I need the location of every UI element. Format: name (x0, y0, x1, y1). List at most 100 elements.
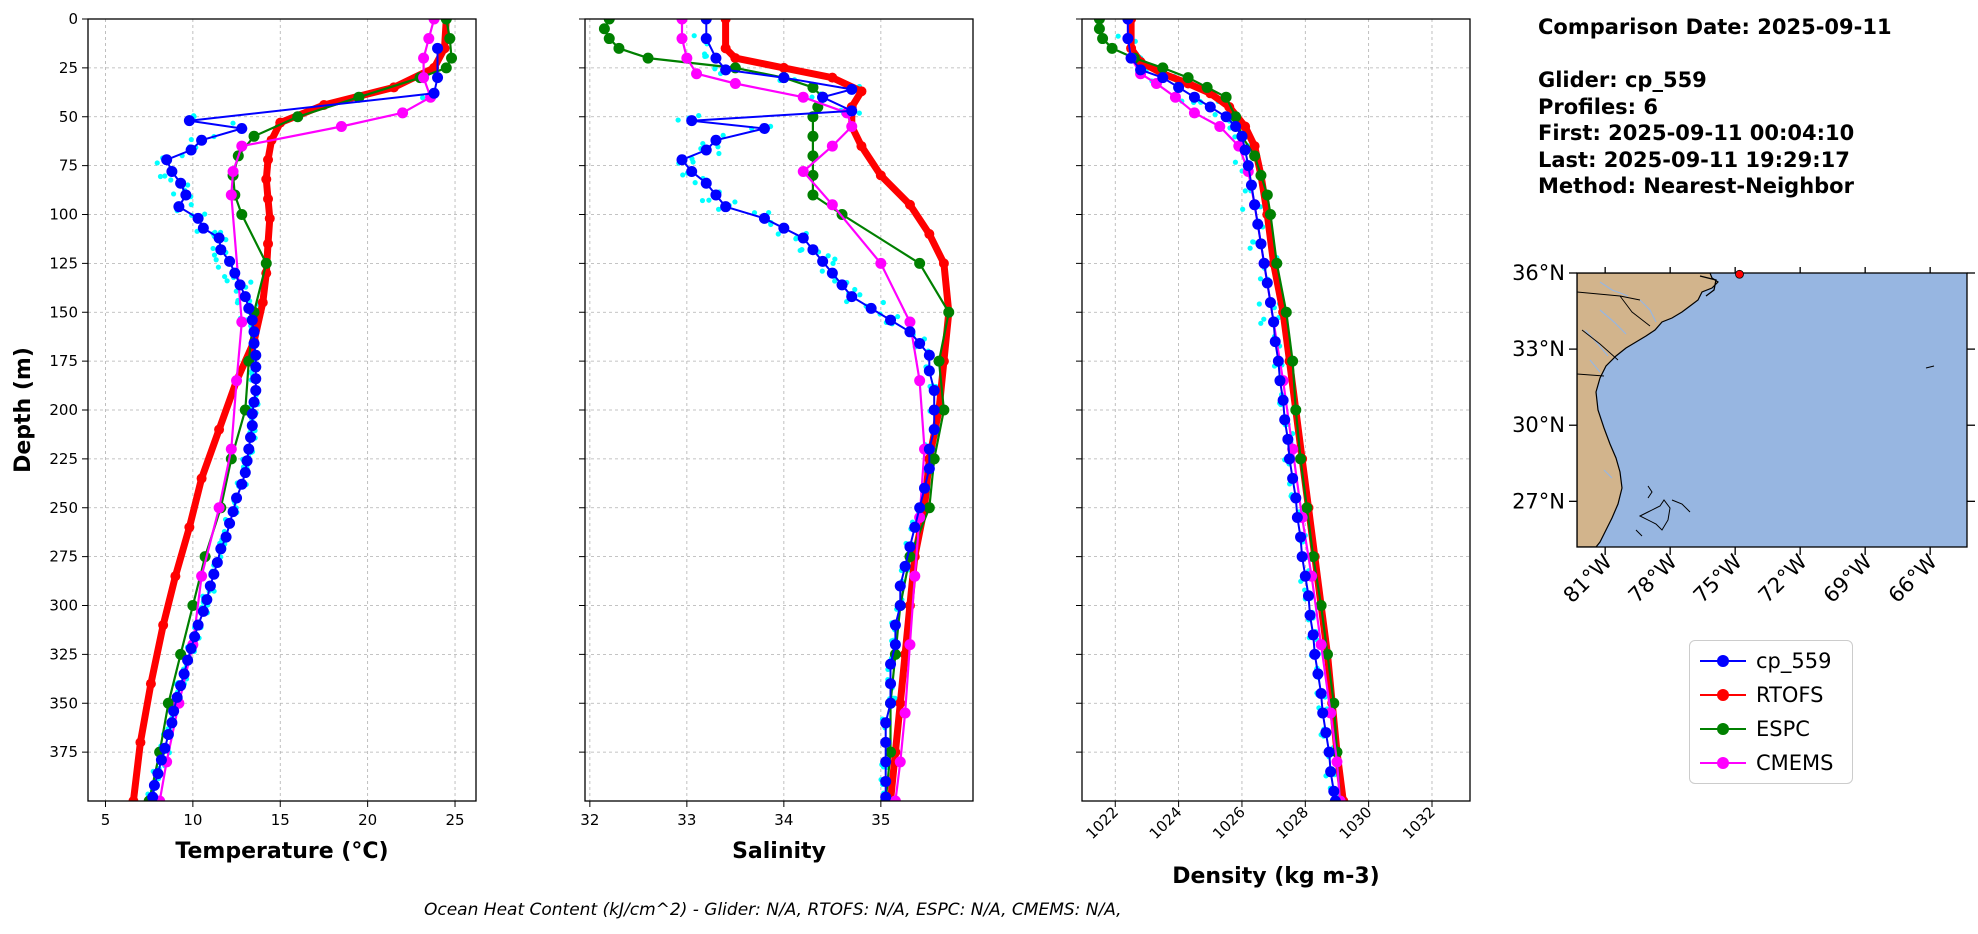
series-point-rtofs (720, 19, 731, 24)
series-point-cp-559 (220, 531, 232, 543)
series-point-cp-559 (894, 580, 906, 592)
series-point-cp-559 (250, 373, 262, 385)
series-point-cp-559 (204, 580, 216, 592)
series-point-cp-559 (161, 154, 173, 166)
series-point-cp-559 (1315, 687, 1327, 699)
interpolation-method: Method: Nearest-Neighbor (1538, 174, 1854, 198)
series-point-cmems (213, 502, 225, 514)
series-point-cp-559 (807, 244, 819, 256)
series-point-rtofs (261, 174, 272, 185)
series-point-rtofs (1249, 141, 1260, 152)
series-point-espc (1321, 648, 1333, 660)
series-line-rtofs (722, 19, 953, 801)
series-point-cp-559 (1122, 33, 1134, 45)
series-point-cp-559 (919, 482, 930, 494)
series-point-cp-559 (720, 201, 732, 213)
location-map: 81°W 78°W 75°W 72°W 69°W 66°W 27°N 30°N 33°N 36°N (1512, 261, 1975, 608)
series-point-cp-559 (152, 768, 164, 780)
raw-glider-point (1257, 276, 1264, 282)
series-point-cmems (231, 375, 243, 387)
series-point-cp-559 (250, 384, 262, 396)
series-point-rtofs (827, 72, 838, 83)
raw-glider-point (185, 182, 191, 188)
series-point-cp-559 (239, 291, 251, 303)
series-point-cp-559 (1268, 316, 1280, 328)
series-point-cp-559 (236, 478, 248, 490)
series-point-cp-559 (246, 408, 258, 420)
series-point-espc (1249, 150, 1261, 162)
salinity-ticks: 32 33 34 35 (579, 18, 890, 829)
raw-glider-point (675, 117, 681, 123)
series-point-cmems (418, 52, 430, 64)
raw-glider-point (715, 206, 722, 212)
series-line-espc (1098, 19, 1342, 801)
density-grid (1082, 18, 1470, 801)
raw-glider-point (420, 95, 426, 101)
series-point-cmems (428, 19, 440, 25)
series-point-cmems (1315, 639, 1327, 651)
series-point-cp-559 (880, 736, 892, 748)
series-point-cp-559 (1312, 668, 1324, 680)
series-point-cp-559 (250, 349, 262, 361)
series-point-espc (807, 189, 819, 201)
series-point-cp-559 (899, 560, 911, 572)
x-tick-label: 32 (580, 811, 599, 829)
series-point-espc (885, 746, 897, 758)
series-point-rtofs (145, 678, 156, 689)
series-point-cp-559 (880, 775, 892, 787)
temperature-raw-glider-points (145, 72, 440, 801)
series-point-cmems (797, 91, 809, 103)
series-point-cp-559 (168, 705, 180, 717)
series-point-espc (292, 111, 304, 123)
series-point-cp-559 (923, 443, 935, 455)
series-point-cp-559 (201, 594, 213, 606)
series-point-rtofs (196, 473, 207, 484)
salinity-xlabel: Salinity (732, 839, 826, 864)
y-tick-label: 175 (49, 352, 78, 370)
y-tick-label: 350 (49, 694, 78, 712)
y-tick-label: 325 (49, 645, 78, 663)
ocean-heat-content-note: Ocean Heat Content (kJ/cm^2) - Glider: N… (424, 900, 1122, 920)
raw-glider-point (210, 245, 216, 252)
series-point-rtofs (938, 258, 949, 269)
y-tick-label: 50 (59, 108, 78, 126)
series-point-cp-559 (778, 222, 790, 234)
series-point-cmems (681, 52, 693, 64)
series-point-rtofs (924, 229, 935, 240)
series-point-cp-559 (1204, 101, 1216, 113)
series-cp-559 (1122, 19, 1341, 801)
series-point-cp-559 (700, 177, 712, 189)
series-point-cmems (846, 121, 858, 133)
series-point-cp-559 (180, 189, 192, 201)
raw-glider-point (856, 110, 862, 116)
series-point-rtofs (720, 43, 731, 54)
raw-glider-point (202, 211, 208, 217)
raw-glider-point (857, 292, 863, 298)
series-point-cmems (1214, 121, 1226, 133)
series-point-cp-559 (1261, 277, 1273, 289)
legend-swatch-cmems (1698, 753, 1748, 773)
map-frame (1576, 272, 1968, 548)
raw-glider-point (248, 279, 254, 285)
series-point-cmems (894, 756, 906, 768)
series-point-espc (938, 404, 950, 416)
map-borders (1577, 291, 1651, 377)
series-point-cmems (904, 316, 916, 328)
series-point-cmems (826, 199, 838, 211)
series-point-cmems (899, 707, 911, 719)
series-point-espc (1301, 502, 1313, 514)
series-point-cp-559 (1157, 72, 1169, 84)
series-point-espc (923, 502, 935, 514)
map-land (1577, 273, 1719, 547)
series-point-cp-559 (1309, 648, 1321, 660)
raw-glider-point (825, 253, 831, 259)
raw-glider-point (215, 264, 222, 270)
series-point-cp-559 (231, 492, 243, 504)
map-rivers (1584, 281, 1657, 479)
series-point-espc (1331, 746, 1343, 758)
series-point-rtofs (778, 62, 789, 73)
series-point-cmems (418, 72, 430, 84)
series-point-cp-559 (236, 122, 248, 134)
raw-glider-point (222, 273, 228, 280)
series-point-espc (1307, 551, 1319, 563)
